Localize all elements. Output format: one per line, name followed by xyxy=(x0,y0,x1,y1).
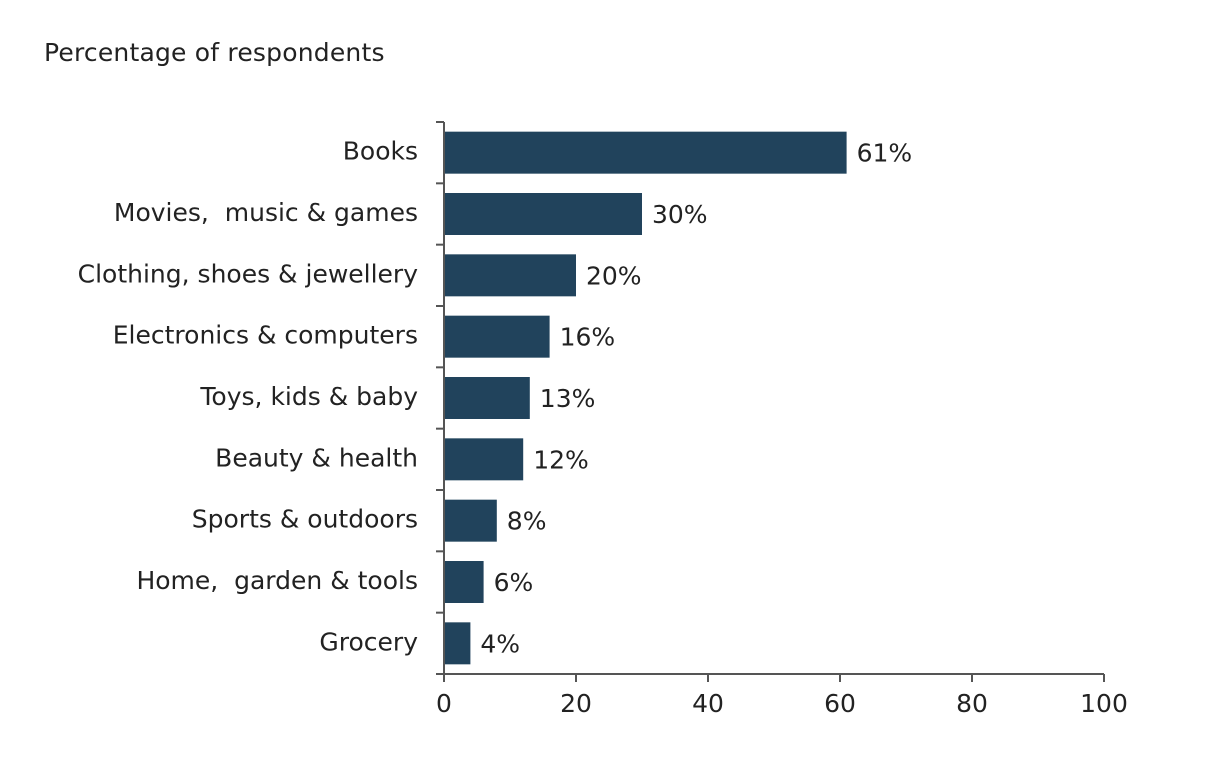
category-label: Electronics & computers xyxy=(113,321,418,350)
category-label: Sports & outdoors xyxy=(192,505,418,534)
x-tick-label: 60 xyxy=(824,689,856,718)
data-label: 20% xyxy=(586,261,642,290)
bar xyxy=(444,561,484,603)
category-label: Clothing, shoes & jewellery xyxy=(78,259,419,288)
data-label: 16% xyxy=(560,323,616,352)
axes-layer: Books 61% Movies, music & games 30% Clothing… xyxy=(78,121,1128,718)
bar xyxy=(444,131,847,174)
bar xyxy=(444,254,576,297)
bar xyxy=(444,499,497,542)
data-label: 8% xyxy=(507,507,547,536)
bar xyxy=(444,193,642,235)
x-tick-label: 80 xyxy=(956,689,988,718)
bar xyxy=(444,377,530,419)
data-label: 30% xyxy=(652,200,708,229)
data-label: 61% xyxy=(857,139,913,168)
data-label: 12% xyxy=(533,445,589,474)
bars-layer xyxy=(444,131,847,665)
x-tick-label: 100 xyxy=(1080,689,1128,718)
x-tick-label: 0 xyxy=(436,689,452,718)
bar xyxy=(444,315,550,358)
data-label: 13% xyxy=(540,384,596,413)
x-tick-label: 40 xyxy=(692,689,724,718)
bar xyxy=(444,438,524,481)
category-label: Home, garden & tools xyxy=(136,566,418,595)
category-label: Movies, music & games xyxy=(114,198,418,227)
chart-title: Percentage of respondents xyxy=(44,38,385,67)
category-label: Beauty & health xyxy=(215,443,418,472)
x-tick-label: 20 xyxy=(560,689,592,718)
bar xyxy=(444,622,471,665)
data-label: 4% xyxy=(480,629,520,658)
category-label: Grocery xyxy=(319,627,418,656)
data-label: 6% xyxy=(494,568,534,597)
category-label: Toys, kids & baby xyxy=(199,382,418,411)
category-label: Books xyxy=(343,137,418,166)
